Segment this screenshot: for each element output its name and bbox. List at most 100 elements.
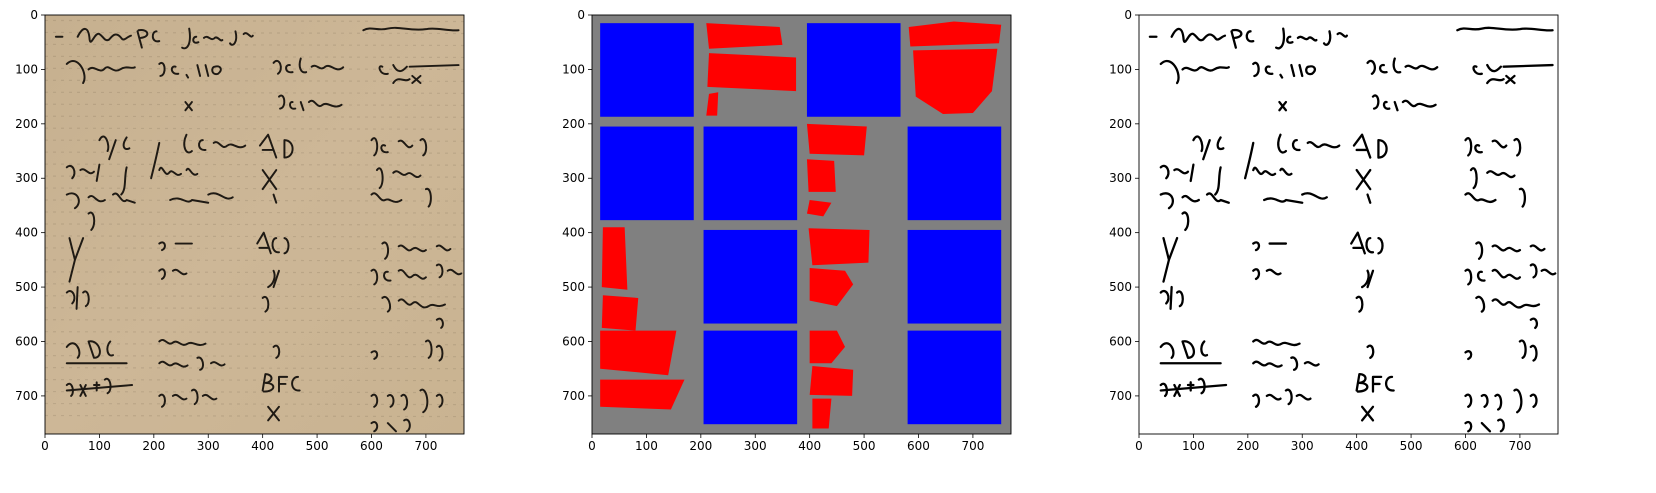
binary-stroke (1243, 141, 1255, 180)
y-tick-label: 100 (15, 62, 38, 76)
ink-stroke (229, 30, 254, 46)
ink-stroke (181, 27, 224, 50)
y-tick-label: 500 (15, 280, 38, 294)
binary-stroke (1529, 263, 1557, 279)
binary-stroke (1464, 187, 1527, 208)
bleed-line (44, 367, 465, 370)
red-region (809, 268, 854, 307)
ink-stroke (150, 141, 161, 180)
ink-stroke (98, 135, 131, 161)
ink-stroke (68, 237, 85, 283)
ink-stroke (258, 133, 294, 159)
red-region (600, 330, 677, 376)
blue-patch (806, 23, 901, 117)
binary-stroke (1274, 27, 1318, 50)
y-tick-label: 500 (1109, 280, 1132, 294)
binary-stroke (1464, 268, 1522, 286)
binary-stroke (1355, 168, 1372, 191)
x-tick-label: 0 (41, 439, 49, 453)
binary-stroke (1263, 192, 1328, 204)
bleed-line (44, 259, 465, 262)
y-tick-label: 700 (15, 389, 38, 403)
ink-stroke (370, 187, 432, 208)
y-tick-label: 100 (1109, 62, 1132, 76)
binary-stroke (1159, 340, 1209, 359)
ink-stroke (381, 295, 446, 313)
bleed-line (44, 187, 465, 190)
y-tick-label: 0 (30, 8, 38, 22)
bleed-line (44, 343, 465, 346)
binary-stroke (1322, 30, 1349, 46)
binary-stroke (1355, 373, 1395, 393)
red-region (707, 53, 797, 92)
bleed-line (44, 402, 465, 406)
binary-stroke (1469, 167, 1516, 190)
binary-ink (1148, 26, 1557, 433)
binary-stroke (1360, 405, 1375, 422)
x-tick-label: 300 (1291, 439, 1314, 453)
bleed-line (44, 199, 465, 202)
patch-layer (600, 21, 1002, 429)
x-tick-label: 400 (1345, 439, 1368, 453)
bleed-line (44, 19, 465, 23)
binary-stroke (1230, 28, 1255, 49)
y-tick-label: 400 (15, 226, 38, 240)
ink-stroke (272, 57, 345, 75)
ink-stroke (158, 166, 199, 176)
ink-stroke (65, 286, 90, 310)
y-tick-label: 400 (1109, 226, 1132, 240)
binary-stroke (1252, 388, 1312, 408)
binary-stroke (1277, 133, 1341, 154)
ink-stroke (370, 388, 444, 414)
binary-stroke (1162, 236, 1179, 283)
x-tick-label: 500 (306, 439, 329, 453)
ink-stroke (272, 344, 281, 359)
blue-patch (600, 126, 694, 221)
binary-stroke (1252, 166, 1293, 177)
binary-stroke (1355, 295, 1364, 313)
ink-stroke (65, 377, 112, 397)
x-tick-label: 500 (853, 439, 876, 453)
binary-stroke (1192, 135, 1225, 161)
ink-stroke (120, 166, 128, 196)
binary-stroke (1252, 241, 1288, 252)
red-region (913, 48, 998, 115)
x-tick-label: 400 (798, 439, 821, 453)
bleed-line (44, 91, 465, 94)
ink-stroke (169, 192, 234, 204)
binary-stroke (1252, 268, 1282, 281)
ink-stroke (370, 350, 379, 360)
red-region (601, 295, 639, 331)
bleed-line (44, 319, 465, 322)
blue-patch (703, 330, 798, 425)
ink-stroke (272, 193, 278, 204)
binary-stroke (1159, 60, 1230, 85)
binary-stroke (1252, 338, 1301, 347)
bleed-line (44, 271, 465, 274)
bleed-line (44, 390, 465, 394)
bleed-line (44, 31, 465, 35)
binary-background (1139, 15, 1558, 434)
red-region (808, 228, 870, 266)
binary-stroke (1371, 94, 1437, 112)
blue-patch (703, 229, 798, 324)
binary-stroke (1252, 356, 1320, 371)
binary-stroke (1214, 166, 1222, 196)
binary-stroke (1170, 27, 1227, 43)
red-region (806, 123, 867, 156)
red-region (706, 23, 783, 49)
y-tick-label: 0 (577, 8, 585, 22)
x-tick-label: 300 (197, 439, 220, 453)
x-tick-label: 100 (635, 439, 658, 453)
red-region (812, 398, 832, 429)
red-region (908, 21, 1002, 47)
binary-stroke (1464, 350, 1473, 361)
ink-stroke (158, 388, 218, 408)
binary-stroke (1252, 61, 1316, 79)
x-tick-label: 300 (744, 439, 767, 453)
binary-stroke (1472, 63, 1554, 85)
x-tick-label: 200 (142, 439, 165, 453)
y-tick-label: 600 (562, 334, 585, 348)
y-tick-label: 300 (1109, 171, 1132, 185)
ink-stroke (87, 211, 96, 231)
